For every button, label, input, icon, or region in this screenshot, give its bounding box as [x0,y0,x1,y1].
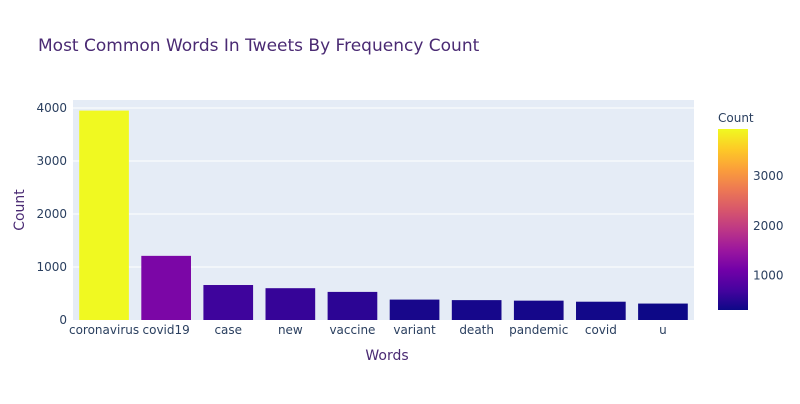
x-tick-label: covid19 [143,323,190,337]
bar-covid19 [141,255,191,320]
colorbar-title: Count [718,111,754,125]
colorbar-gradient [718,129,748,310]
y-tick-label: 3000 [36,154,67,168]
bar-pandemic [513,300,564,320]
x-tick-label: coronavirus [69,323,139,337]
y-tick-label: 0 [59,313,67,327]
x-tick-label: case [214,323,242,337]
x-tick-label: vaccine [329,323,375,337]
colorbar-tick-label: 1000 [753,269,784,283]
bar-coronavirus [79,110,129,320]
bar-death [451,300,502,320]
y-axis-label: Count [12,189,28,231]
bars [79,110,688,320]
x-axis-label: Words [365,348,408,364]
x-tick-label: new [278,323,303,337]
bar-covid [576,301,626,320]
bar-vaccine [327,291,378,320]
chart-title: Most Common Words In Tweets By Frequency… [38,36,480,56]
x-tick-label: covid [585,323,617,337]
x-tick-label: pandemic [509,323,568,337]
colorbar: Count 1000 2000 3000 [718,111,784,310]
x-tick-label: u [659,323,667,337]
y-tick-label: 2000 [36,207,67,221]
bar-case [203,285,254,320]
y-tick-label: 4000 [36,101,67,115]
colorbar-ticks: 1000 2000 3000 [753,169,784,282]
bar-u [638,303,688,320]
y-tick-label: 1000 [36,260,67,274]
x-axis-ticks: coronavirus covid19 case new vaccine variant d… [69,323,667,337]
colorbar-tick-label: 3000 [753,169,784,183]
bar-new [265,288,316,320]
y-axis-ticks: 0 1000 2000 3000 4000 [36,101,67,327]
x-tick-label: death [459,323,494,337]
colorbar-tick-label: 2000 [753,219,784,233]
x-tick-label: variant [393,323,436,337]
bar-variant [389,299,440,320]
